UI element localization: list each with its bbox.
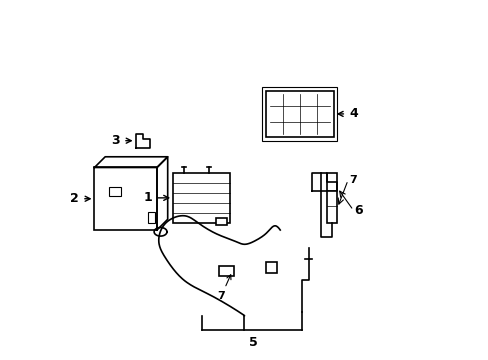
- Bar: [148, 212, 155, 223]
- Text: 7: 7: [217, 275, 230, 301]
- Text: 4: 4: [337, 107, 357, 120]
- Bar: [173, 173, 230, 223]
- Bar: [219, 266, 233, 276]
- Text: 5: 5: [248, 336, 257, 349]
- Text: 3: 3: [111, 134, 131, 147]
- Bar: [108, 187, 121, 195]
- Bar: [262, 87, 337, 141]
- Bar: [326, 173, 337, 223]
- Bar: [94, 167, 157, 230]
- Bar: [265, 91, 333, 137]
- Text: 7: 7: [349, 175, 357, 185]
- Text: 1: 1: [143, 192, 168, 204]
- Bar: [216, 217, 226, 225]
- Bar: [265, 262, 276, 273]
- Text: 6: 6: [354, 204, 363, 217]
- Text: 2: 2: [70, 192, 90, 205]
